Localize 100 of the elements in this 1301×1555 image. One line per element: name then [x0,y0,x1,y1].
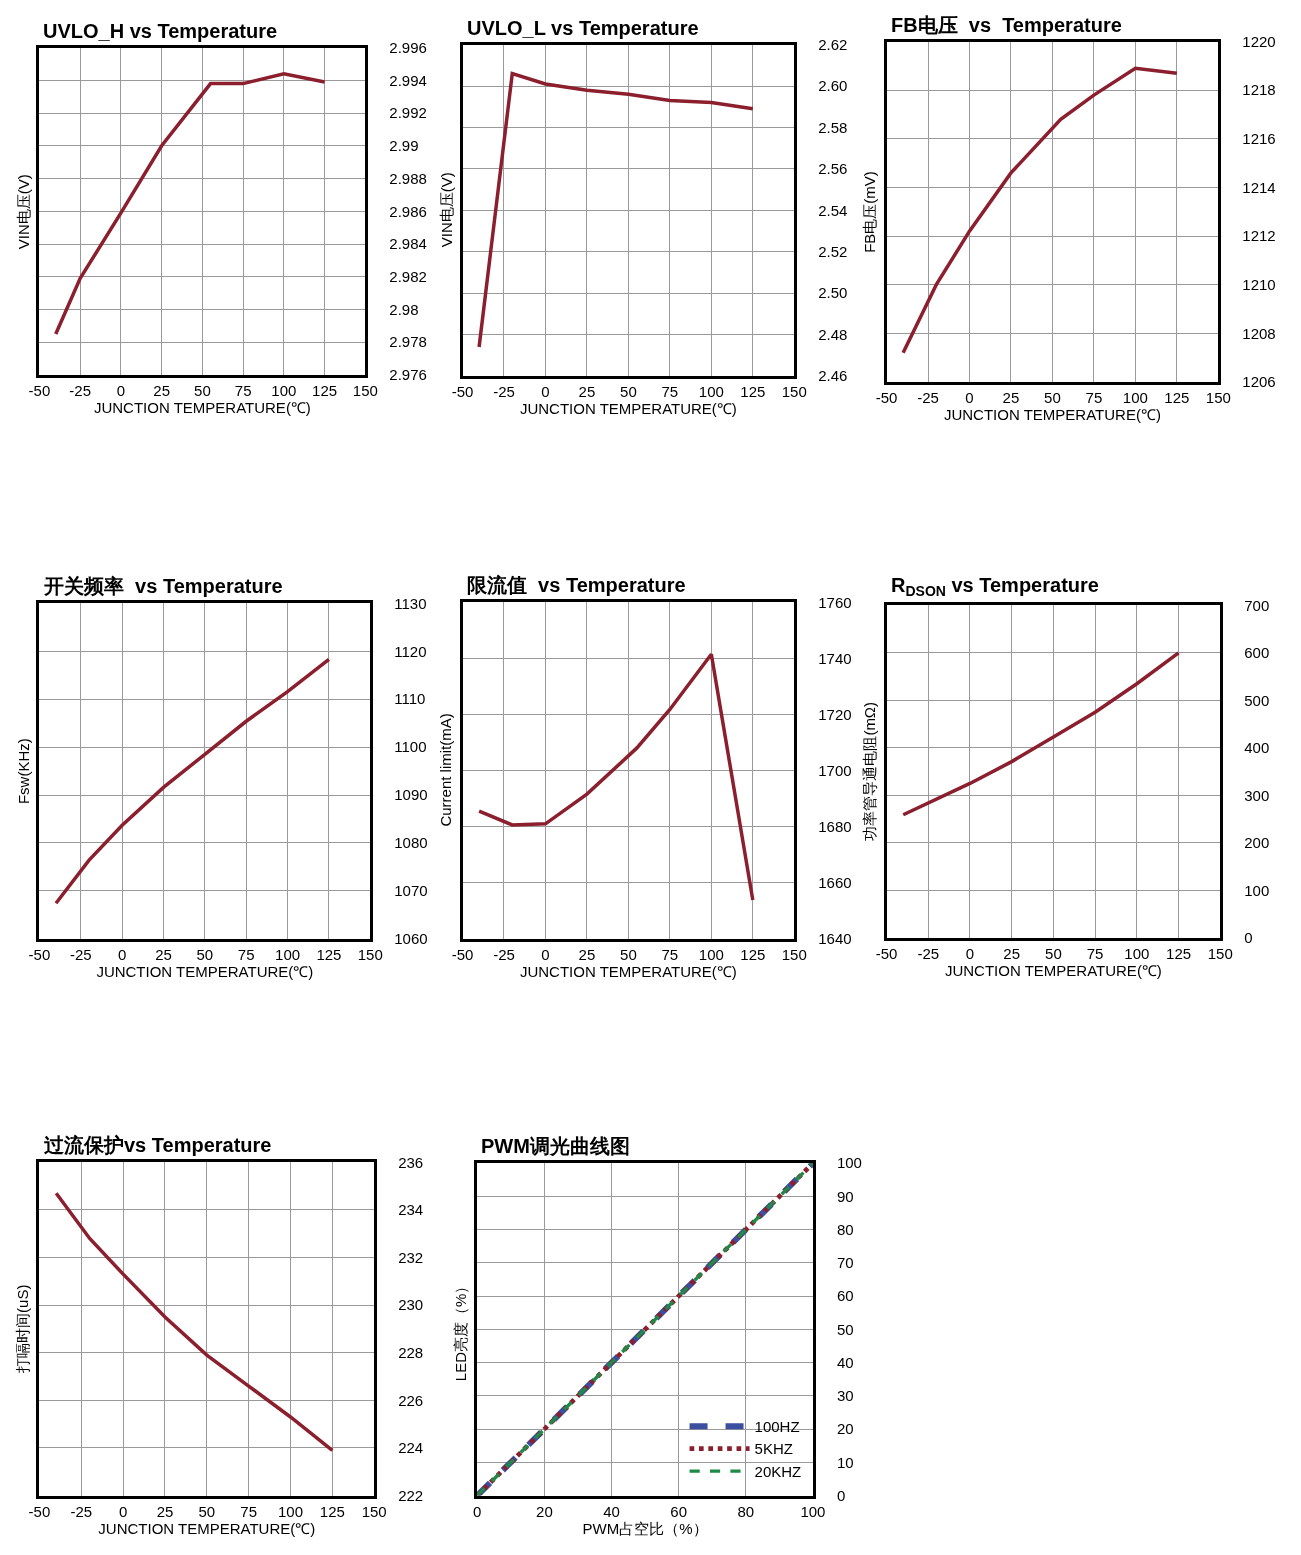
y-axis-title: 功率管导通电阻(mΩ) [861,701,879,841]
y-tick-label: 2.992 [389,104,427,122]
y-tick-label: 2.996 [389,38,427,56]
y-tick-label: 0 [1244,928,1253,946]
chart-title: R$_{DSON}$ vs Temperature [891,574,1099,600]
y-tick-label: 2.62 [818,35,848,53]
y-tick-label: 222 [398,1486,424,1504]
x-tick-label: 75 [1086,944,1104,962]
y-tick-label: 2.50 [818,284,848,302]
y-tick-label: 0 [836,1486,846,1504]
x-tick-label: 25 [578,382,596,400]
x-tick-label: 100 [698,945,724,963]
x-tick-label: 0 [541,382,550,400]
x-tick-label: -50 [451,382,474,400]
y-tick-label: 2.976 [389,366,427,384]
y-tick-label: 30 [836,1387,854,1405]
x-tick-label: 25 [578,945,596,963]
y-tick-label: 1680 [818,817,852,835]
y-axis-title: LED亮度（%） [452,1278,470,1382]
x-tick-label: 50 [194,381,211,399]
x-axis-title: PWM占空比（%） [582,1519,708,1537]
x-tick-label: 50 [1044,388,1061,406]
y-tick-label: 2.984 [389,235,427,253]
x-tick-label: -25 [917,388,939,406]
x-tick-label: -25 [493,382,515,400]
x-tick-label: 125 [1164,388,1190,406]
line-series [54,72,327,336]
x-tick-label: 75 [661,945,679,963]
x-axis-title: JUNCTION TEMPERATURE(℃) [93,398,311,416]
x-tick-label: 150 [781,945,807,963]
y-tick-label: 1100 [394,738,427,756]
y-tick-label: 2.978 [389,333,427,351]
chart-title: 开关频率 vs Temperature [43,575,283,597]
x-axis-title: JUNCTION TEMPERATURE(℃) [98,1519,316,1537]
y-tick-label: 200 [1244,834,1270,852]
x-tick-label: 150 [781,382,807,400]
y-tick-label: 700 [1244,596,1270,614]
y-tick-label: 40 [836,1353,854,1371]
x-tick-label: -50 [28,945,51,963]
x-tick-label: 0 [965,944,975,962]
y-tick-label: 1216 [1242,130,1276,148]
x-tick-label: 25 [156,1502,174,1520]
y-tick-label: 100 [836,1154,862,1172]
x-tick-label: 150 [357,945,383,963]
y-tick-label: 1206 [1242,373,1276,391]
x-tick-label: -50 [28,1502,51,1520]
y-tick-label: 2.98 [389,300,419,318]
y-tick-label: 90 [836,1187,854,1205]
x-tick-label: 80 [737,1502,755,1520]
line-series [54,1191,335,1453]
x-tick-label: 100 [271,381,297,399]
x-tick-label: 75 [661,382,679,400]
x-axis-title: JUNCTION TEMPERATURE(℃) [943,405,1161,423]
x-tick-label: -25 [69,381,92,399]
x-tick-label: 0 [473,1502,482,1520]
x-axis-title: JUNCTION TEMPERATURE(℃) [944,961,1162,979]
x-tick-label: -50 [875,388,898,406]
y-tick-label: 600 [1244,644,1270,662]
line-series [901,66,1179,355]
x-tick-label: 100 [275,945,301,963]
y-axis-title: Fsw(KHz) [14,738,32,805]
x-tick-label: 50 [198,1502,216,1520]
y-tick-label: 60 [836,1287,854,1305]
y-tick-label: 2.99 [389,137,419,155]
y-tick-label: 1740 [818,649,852,667]
y-tick-label: 1700 [818,761,852,779]
y-tick-label: 100 [1244,881,1270,899]
chart-title: PWM调光曲线图 [481,1135,630,1157]
y-tick-label: 1080 [394,834,428,852]
y-tick-label: 1210 [1242,275,1276,293]
x-tick-label: 125 [316,945,342,963]
x-tick-label: 150 [352,381,378,399]
x-tick-label: 40 [603,1502,620,1520]
y-tick-label: 2.56 [818,160,848,178]
y-tick-label: 10 [836,1453,854,1471]
x-tick-label: -25 [917,944,940,962]
y-tick-label: 1640 [818,929,852,947]
y-tick-label: 70 [836,1254,854,1272]
legend-label: 100HZ [754,1417,800,1435]
x-tick-label: 150 [1205,388,1231,406]
y-tick-label: 1120 [394,642,427,660]
x-axis-title: JUNCTION TEMPERATURE(℃) [519,399,737,417]
x-axis-title: JUNCTION TEMPERATURE(℃) [519,962,737,980]
x-tick-label: -50 [451,945,474,963]
y-tick-label: 1660 [818,873,852,891]
x-tick-label: 25 [155,945,172,963]
x-tick-label: 100 [698,382,724,400]
chart-title: 过流保护vs Temperature [43,1134,272,1156]
x-tick-label: 100 [1122,388,1148,406]
x-tick-label: 20 [536,1502,553,1520]
x-tick-label: 75 [237,945,255,963]
y-tick-label: 50 [836,1320,854,1338]
y-tick-label: 224 [398,1439,424,1457]
chart-title: 限流值 vs Temperature [467,574,686,596]
x-tick-label: 50 [620,945,637,963]
x-tick-label: 125 [740,945,766,963]
x-tick-label: 50 [196,945,214,963]
y-tick-label: 1760 [818,593,852,611]
x-tick-label: 150 [1207,944,1233,962]
y-tick-label: 80 [836,1220,854,1238]
